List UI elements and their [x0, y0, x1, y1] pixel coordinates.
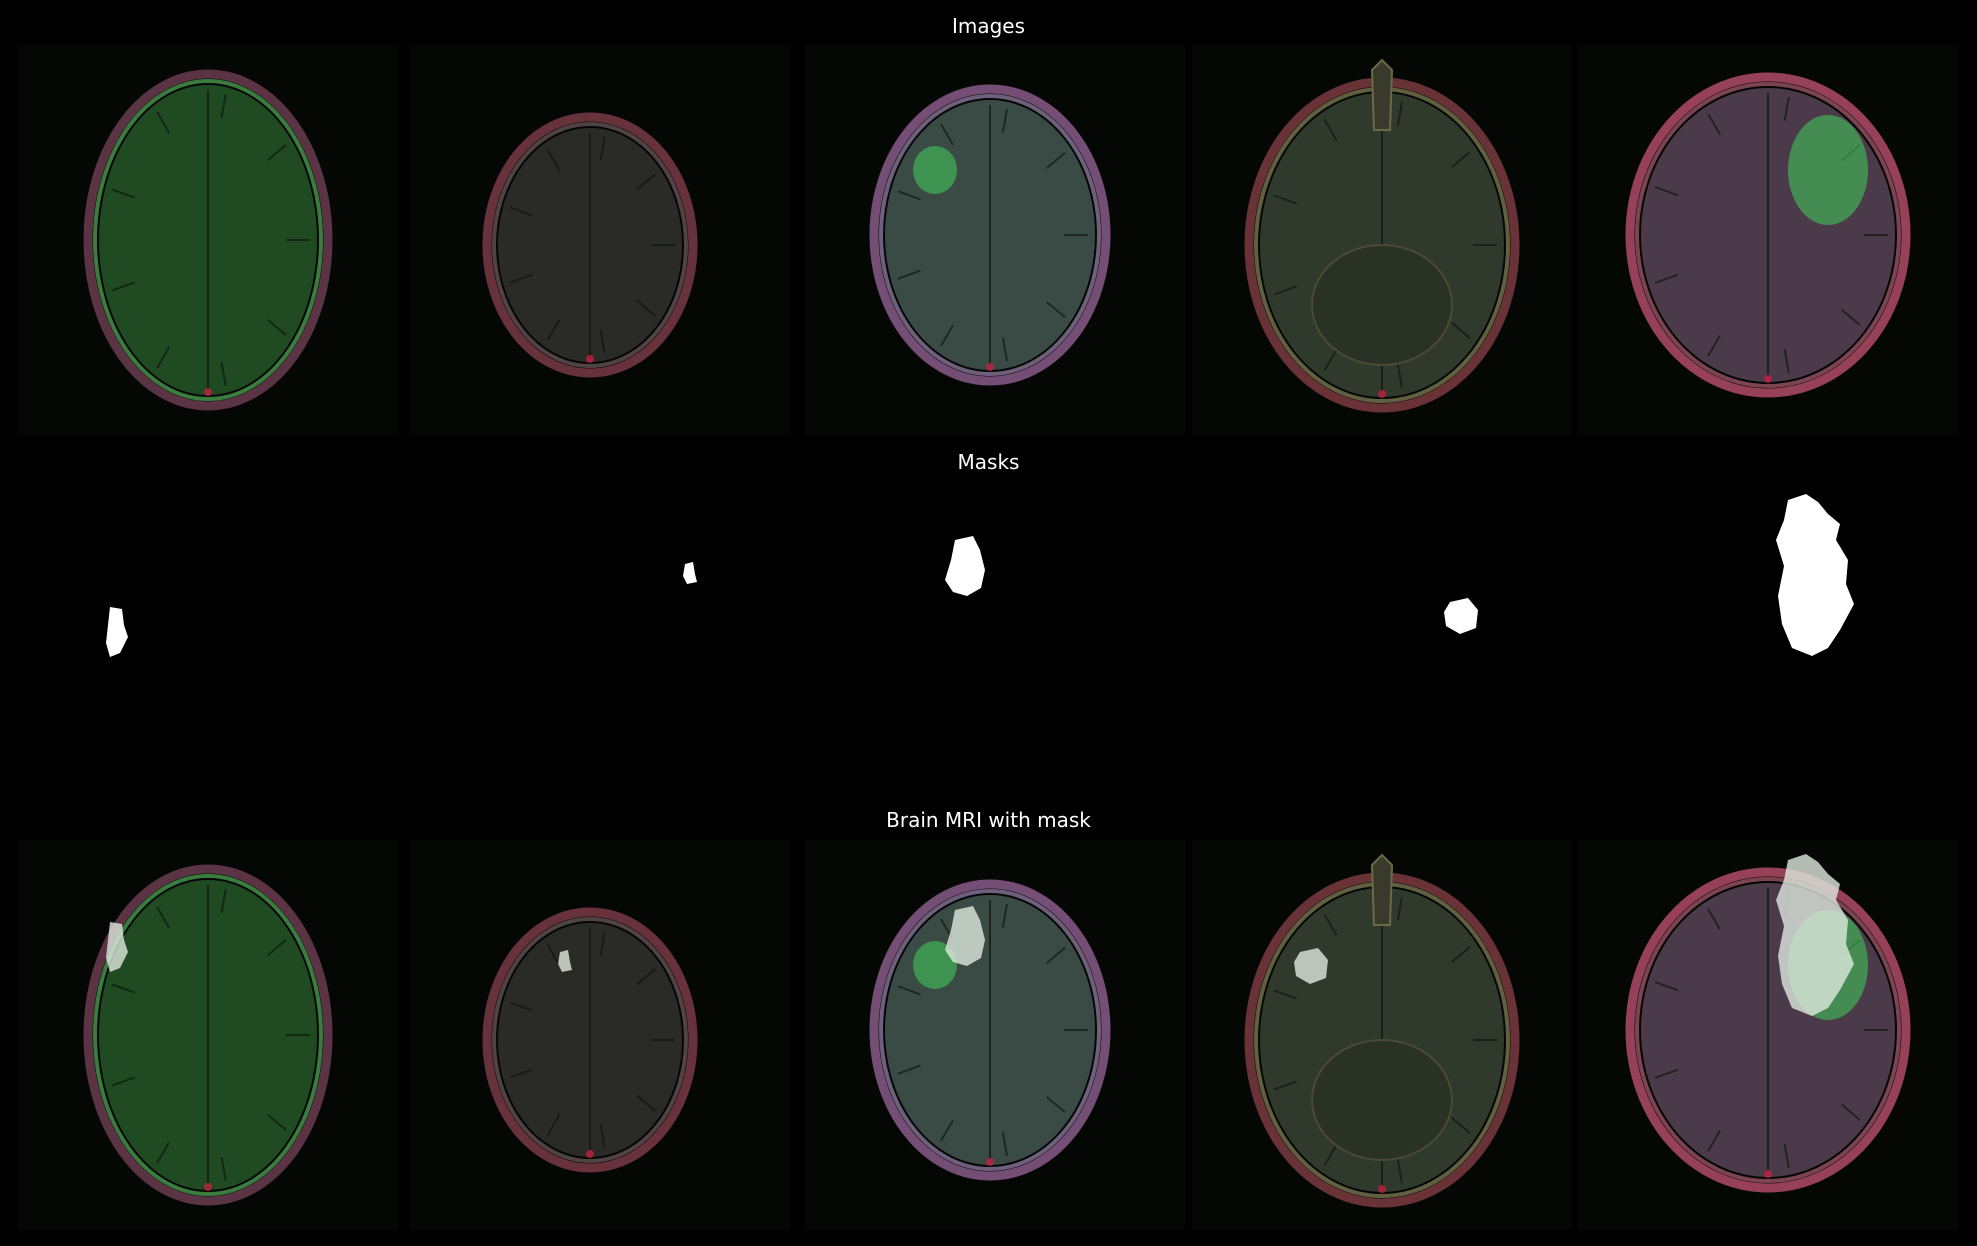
tumor-mask: [683, 562, 697, 584]
mri-scan-with-mask: [18, 840, 398, 1230]
images-row: [0, 45, 1977, 435]
mask-canvas: [805, 480, 1185, 800]
mri-image-5: [1578, 45, 1958, 435]
skull-ring: [83, 864, 333, 1206]
tumor-mask: [945, 906, 985, 966]
tumor-mask: [945, 536, 985, 596]
masks-row: [0, 480, 1977, 800]
mask-image-2: [410, 480, 790, 800]
row-title-images: Images: [951, 14, 1026, 38]
mri-scan: [1192, 45, 1572, 435]
mri-image-4: [1192, 45, 1572, 435]
mask-canvas: [1578, 480, 1958, 800]
mri-scan-with-mask: [1192, 840, 1572, 1230]
tumor-mask: [1776, 494, 1854, 656]
row-title-masks: Masks: [957, 450, 1020, 474]
skull-ring: [869, 879, 1111, 1181]
tumor-mask: [1776, 854, 1854, 1016]
mask-image-5: [1578, 480, 1958, 800]
mri-image-2: [410, 45, 790, 435]
overlay-image-5: [1578, 840, 1958, 1230]
overlay-image-2: [410, 840, 790, 1230]
overlay-image-3: [805, 840, 1185, 1230]
skull-ring: [1625, 72, 1911, 398]
overlay-row: [0, 840, 1977, 1235]
skull-ring: [869, 84, 1111, 386]
mri-scan: [410, 45, 790, 435]
mri-image-1: [18, 45, 398, 435]
mri-scan: [805, 45, 1185, 435]
mask-image-4: [1192, 480, 1572, 800]
mask-image-3: [805, 480, 1185, 800]
mask-image-1: [18, 480, 398, 800]
overlay-image-1: [18, 840, 398, 1230]
mask-canvas: [18, 480, 398, 800]
mri-scan: [18, 45, 398, 435]
mri-scan-with-mask: [1578, 840, 1958, 1230]
tumor-mask: [558, 950, 572, 972]
mask-canvas: [410, 480, 790, 800]
mri-scan-with-mask: [805, 840, 1185, 1230]
tumor-mask: [1294, 948, 1328, 984]
tumor-mask: [1444, 598, 1478, 634]
tumor-glow: [913, 941, 957, 989]
tumor-mask: [106, 607, 128, 657]
skull-ring: [482, 112, 698, 378]
skull-ring: [83, 69, 333, 411]
mask-canvas: [1192, 480, 1572, 800]
row-title-overlay: Brain MRI with mask: [886, 808, 1091, 832]
mri-scan-with-mask: [410, 840, 790, 1230]
tumor-mask: [106, 922, 128, 972]
overlay-image-4: [1192, 840, 1572, 1230]
tumor-glow: [1788, 115, 1868, 225]
skull-ring: [1625, 867, 1911, 1193]
mri-scan: [1578, 45, 1958, 435]
tumor-glow: [913, 146, 957, 194]
mri-image-3: [805, 45, 1185, 435]
skull-ring: [482, 907, 698, 1173]
